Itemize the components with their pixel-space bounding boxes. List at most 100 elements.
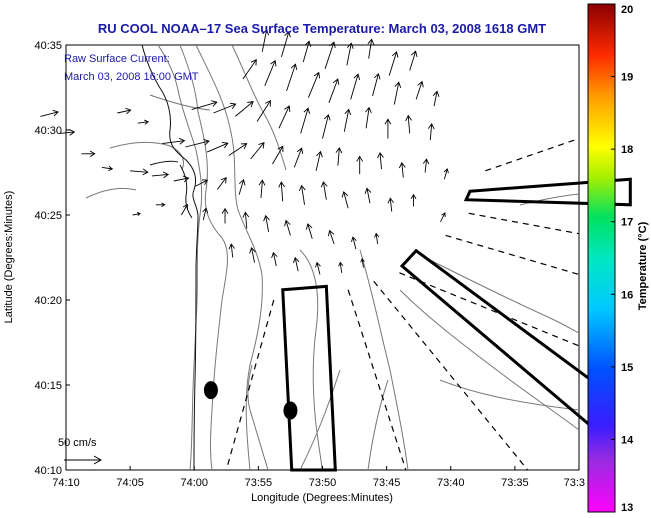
current-vector-arrow [415, 80, 424, 100]
current-vector-arrow [256, 100, 271, 122]
current-vector-arrow [387, 197, 394, 212]
current-vector-arrow [409, 50, 418, 71]
antenna-sector-box [463, 177, 632, 207]
antenna-beam-ray [485, 137, 580, 172]
current-vector-arrow [307, 71, 321, 98]
current-vector-arrow [338, 261, 344, 273]
current-vector-arrow [328, 78, 340, 103]
current-vector-arrow [162, 137, 186, 145]
station-marker [283, 401, 298, 420]
coastline [141, 44, 199, 471]
current-vector-arrow [271, 251, 278, 267]
current-vector-arrow [322, 113, 331, 139]
colorbar-tick-label: 18 [621, 144, 633, 156]
scale-label: 50 cm/s [58, 437, 97, 449]
x-tick-label: 73:3 [564, 477, 585, 489]
current-vector-arrow [315, 150, 323, 171]
current-vector-arrow [398, 161, 406, 178]
current-vector-arrow [315, 261, 321, 275]
current-vector-arrow [350, 73, 361, 100]
antenna-beam-ray [373, 280, 529, 471]
current-vector-arrow [335, 147, 343, 166]
current-vector-arrow [360, 257, 365, 268]
current-vector-arrow [281, 30, 291, 58]
current-vector-arrow [181, 203, 188, 216]
y-tick-label: 40:35 [34, 40, 62, 52]
current-vector-arrow [365, 106, 372, 129]
current-vector-arrow [388, 51, 399, 76]
y-axis-ticks: 40:35 40:30 40:25 40:20 40:15 40:10 [34, 40, 70, 477]
current-vector-arrow [422, 158, 430, 173]
bathymetry-contours [85, 44, 580, 471]
x-tick-label: 73:40 [437, 477, 465, 489]
colorbar-tick-label: 20 [621, 4, 633, 16]
current-vector-arrow [356, 155, 364, 175]
colorbar-tick-label: 14 [621, 434, 634, 446]
current-vector-arrow [343, 108, 352, 132]
x-tick-label: 73:45 [373, 477, 401, 489]
current-vector-arrow [367, 38, 375, 59]
current-vector-arrow [195, 179, 209, 187]
current-vector-arrow [151, 171, 170, 179]
x-axis-label: Longitude (Degrees:Minutes) [251, 492, 393, 504]
current-vector-arrow [228, 243, 235, 258]
current-vector-arrow [293, 147, 304, 168]
antenna-beam-ray [347, 289, 407, 471]
current-annotation-line-1: Raw Surface Current: [64, 53, 170, 65]
current-vector-arrow [185, 138, 210, 148]
current-vector-arrow [341, 191, 349, 209]
current-vector-arrow [410, 193, 417, 207]
colorbar-label: Temperature (°C) [637, 221, 649, 310]
current-vector-arrow [377, 151, 384, 170]
current-vector-arrow [249, 246, 256, 263]
current-vector-arrow [305, 223, 313, 239]
current-vector-arrow [81, 150, 96, 157]
colorbar-tick-label: 13 [621, 502, 633, 514]
current-vector-arrow [228, 143, 248, 156]
y-tick-label: 40:10 [34, 465, 62, 477]
current-vector-arrow [216, 176, 227, 190]
current-vector-arrow [101, 165, 114, 171]
current-vector-arrow [300, 107, 311, 134]
x-tick-label: 73:55 [245, 477, 273, 489]
antenna-beam-ray [445, 234, 580, 276]
current-vector-arrow [324, 41, 336, 69]
colorbar-tick-label: 15 [621, 362, 633, 374]
current-vector-arrow [117, 107, 132, 115]
current-vector-arrow [278, 181, 286, 202]
current-vector-arrow [202, 207, 209, 221]
y-tick-label: 40:15 [34, 380, 62, 392]
current-vector-arrow [258, 179, 266, 199]
current-vector-arrow [443, 168, 449, 180]
current-vector-arrow [206, 141, 229, 153]
x-tick-label: 73:35 [501, 477, 529, 489]
x-tick-label: 74:10 [52, 477, 80, 489]
current-vector-arrow [364, 187, 372, 204]
x-tick-label: 74:05 [116, 477, 144, 489]
current-vector-arrow [272, 145, 284, 165]
station-marker [203, 381, 218, 400]
chart-title: RU COOL NOAA–17 Sea Surface Temperature:… [98, 21, 546, 36]
colorbar-tick-label: 19 [621, 72, 633, 84]
y-tick-label: 40:25 [34, 210, 62, 222]
current-vector-arrow [278, 105, 291, 129]
current-vector-arrow [286, 63, 298, 92]
current-vector-arrow [292, 256, 300, 272]
current-vector-arrow [173, 175, 190, 183]
current-vector-arrow [351, 236, 357, 250]
current-annotation-line-2: March 03, 2008 16:00 GMT [64, 71, 199, 83]
plot-area [65, 44, 580, 471]
current-vector-arrow [298, 184, 306, 205]
current-vector-arrow [242, 59, 257, 80]
current-vector-arrow [393, 81, 402, 105]
current-vector-arrow [213, 102, 237, 114]
current-vector-arrow [130, 168, 149, 176]
colorbar-tick-label: 16 [621, 289, 633, 301]
current-vector-arrow [261, 28, 270, 52]
current-vector-arrow [250, 141, 265, 160]
current-vector-arrow [432, 90, 440, 107]
x-tick-label: 74:00 [180, 477, 208, 489]
current-vector-arrow [427, 123, 435, 141]
current-vector-arrow [238, 178, 246, 195]
